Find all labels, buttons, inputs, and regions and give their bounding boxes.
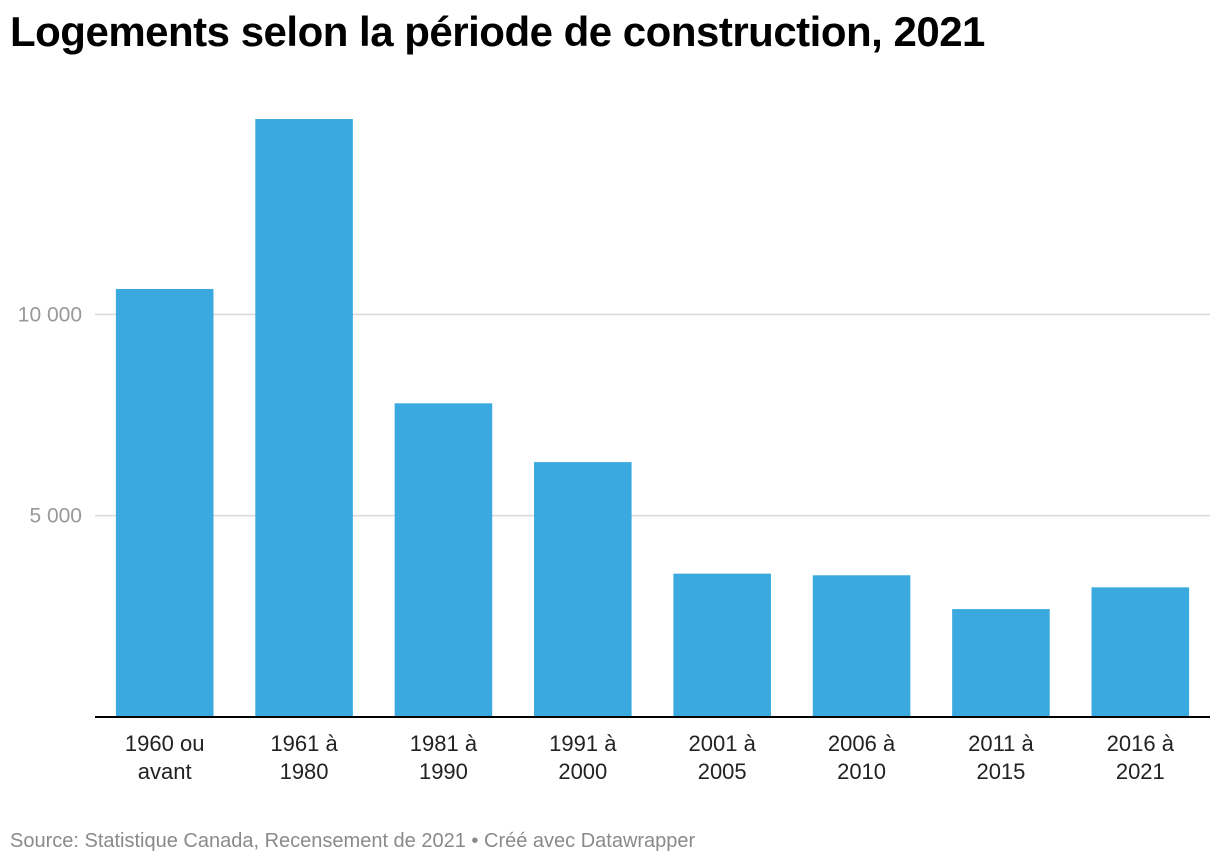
x-tick-label: 2010 xyxy=(837,759,886,784)
footer-separator: • xyxy=(471,830,479,852)
x-tick-label: 2015 xyxy=(976,759,1025,784)
x-tick-label: 1961 à xyxy=(270,731,338,756)
bar xyxy=(115,288,214,717)
credit-text: Créé avec Datawrapper xyxy=(484,830,696,852)
bar xyxy=(394,403,493,717)
bar xyxy=(534,462,632,717)
x-tick-label: 1991 à xyxy=(549,731,617,756)
bar xyxy=(1091,587,1190,717)
bars xyxy=(115,119,1190,718)
x-tick-label: 1981 à xyxy=(410,731,478,756)
bar xyxy=(673,573,771,717)
x-tick-label: 2001 à xyxy=(689,731,757,756)
bar xyxy=(255,119,353,718)
x-tick-label: 1960 ou xyxy=(125,731,205,756)
x-tick-label: 2016 à xyxy=(1107,731,1175,756)
x-tick-label: avant xyxy=(138,759,192,784)
y-tick-label: 5 000 xyxy=(29,505,82,528)
footer: Source: Statistique Canada, Recensement … xyxy=(10,830,695,853)
x-tick-label: 2006 à xyxy=(828,731,896,756)
x-tick-label: 2005 xyxy=(698,759,747,784)
x-tick-label: 1990 xyxy=(419,759,468,784)
x-tick-label: 2021 xyxy=(1116,759,1165,784)
x-tick-label: 2011 à xyxy=(968,731,1034,756)
x-tick-label: 1980 xyxy=(280,759,329,784)
source-text: Source: Statistique Canada, Recensement … xyxy=(10,830,466,852)
bar xyxy=(812,575,911,717)
x-tick-label: 2000 xyxy=(558,759,607,784)
x-axis: 1960 ou avant 1961 à 1980 1981 à 1990 1991 à 20… xyxy=(95,716,1210,784)
chart-title: Logements selon la période de constructi… xyxy=(10,8,985,55)
bar-chart: 5 000 10 000 1960 ou avant 1961 à 1980 1981 à… xyxy=(18,119,1210,784)
bar xyxy=(952,609,1050,717)
y-tick-label: 10 000 xyxy=(18,303,82,326)
